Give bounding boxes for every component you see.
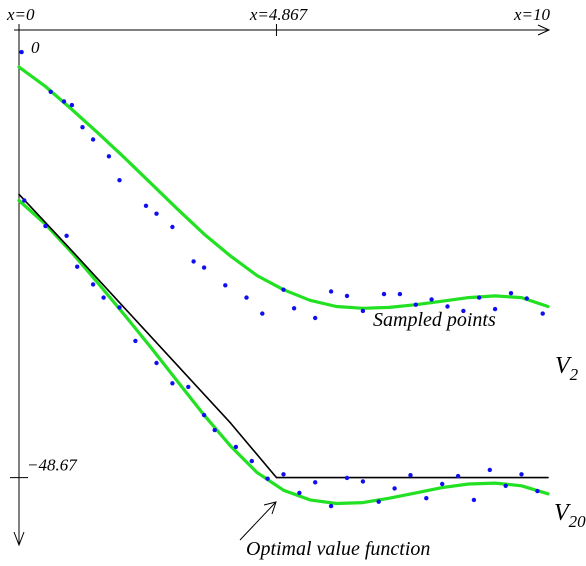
sampled-point [43,223,48,229]
optimal-value-function-pointer-head [263,501,277,515]
sampled-point [191,259,196,264]
sampled-point [201,265,207,270]
optimal-value-function-pointer [239,502,276,541]
sampled-point [101,295,106,300]
sampled-point [344,293,350,299]
sampled-point [244,295,249,300]
sampled-point [249,458,254,464]
sampled-point [265,476,270,481]
v2-label-main: V [555,353,572,379]
sampled-point [106,154,112,159]
y-tick-label: −48.67 [27,456,78,475]
sampled-point [344,475,350,481]
sampled-point [392,486,397,491]
annotation-labels: Sampled points Optimal value function V2… [239,309,586,560]
sampled-point [508,291,514,296]
sampled-point [540,311,545,316]
sampled-point [117,305,122,310]
sampled-point [413,302,418,307]
sampled-point [154,211,159,216]
sampled-point [376,499,381,504]
sampled-point [360,308,366,314]
axes [13,24,551,547]
sampled-point [170,381,175,386]
x-tick-label: x=0 [6,5,35,24]
sampled-point [117,178,122,183]
v20-label-main: V [554,500,571,526]
sampled-point [424,496,429,501]
sampled-point [22,198,27,203]
sampled-point [492,306,498,312]
sampled-point [48,89,53,95]
optimal-value-function-line [18,193,549,479]
sampled-point [503,483,508,488]
sampled-point [471,497,477,503]
sampled-point [328,503,334,509]
sampled-point [75,264,80,269]
sampled-point [212,427,217,433]
sampled-point [381,291,387,297]
sampled-point [313,315,318,321]
sampled-point [360,479,366,484]
sampled-point [19,49,24,55]
v2-label-sub: 2 [570,365,579,384]
v20-label-sub: 20 [569,512,586,531]
sampled-point [154,360,159,366]
series-layer [17,65,550,506]
sampled-point [445,304,450,309]
v20-series-label: V20 [554,500,586,531]
sampled-point [170,224,175,230]
sampled-point [69,102,75,108]
sampled-point [223,283,228,288]
x-tick-label: x=10 [513,5,551,24]
sampled-point [519,472,524,477]
sampled-point [186,384,191,390]
sampled-point [328,289,334,294]
x-axis-arrowhead [537,24,551,36]
sampled-point [201,412,207,418]
y-tick-label: 0 [31,38,40,57]
v2-curve [17,65,550,310]
x-tick-label: x=4.867 [249,5,309,24]
sampled-points-annotation: Sampled points [373,309,496,331]
sampled-point [524,296,529,301]
sampled-point [80,125,85,130]
sampled-point [281,287,286,292]
optimal-value-function-annotation: Optimal value function [246,538,430,560]
sampled-point [408,473,413,478]
sampled-point [90,282,96,287]
sampled-point [455,473,461,479]
sampled-point [297,490,302,496]
y-axis-arrowhead [13,531,25,547]
sampled-point [397,291,403,297]
sampled-point [440,481,445,487]
sampled-point [233,444,239,450]
sampled-point [260,311,265,316]
sampled-point [143,203,149,208]
sampled-points-layer [19,49,545,509]
ticks: x=0 x=4.867 x=10 0 −48.67 [6,5,551,479]
v20-curve [17,198,550,506]
sampled-point [133,338,138,344]
sampled-point [61,99,67,104]
sampled-point [90,137,96,142]
sampled-point [64,233,69,238]
sampled-point [313,480,318,485]
v2-series-label: V2 [555,353,579,384]
sampled-point [487,467,492,473]
sampled-point [429,297,434,302]
sampled-point [535,488,540,494]
sampled-point [281,472,286,477]
sampled-point [477,295,482,300]
sampled-point [291,306,297,311]
sampled-point [461,308,466,314]
